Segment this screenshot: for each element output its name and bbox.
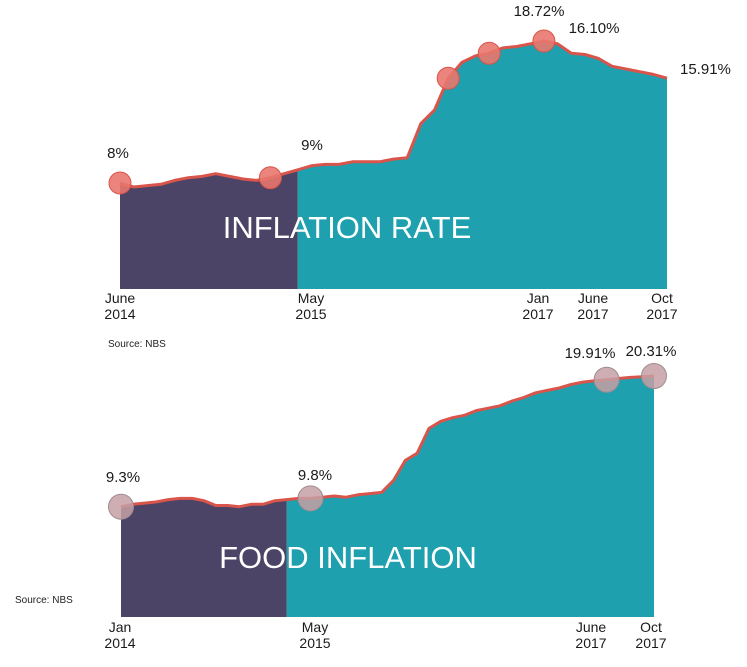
data-point-marker [593, 366, 620, 393]
data-label: 9.3% [106, 469, 140, 486]
area-segment-before-highlight [121, 498, 287, 617]
chart-title: INFLATION RATE [223, 210, 472, 245]
x-tick-label: 2014 [104, 635, 135, 651]
x-tick-label: 2017 [522, 306, 553, 322]
data-label: 15.91% [680, 61, 731, 78]
x-tick-label: 2015 [299, 635, 330, 651]
chart-title: FOOD INFLATION [219, 540, 477, 575]
data-label: 18.72% [514, 3, 565, 20]
data-label: 8% [107, 145, 129, 162]
x-tick-label: 2015 [295, 306, 326, 322]
source-note: Source: NBS [15, 595, 73, 606]
x-tick-label: June [105, 290, 136, 306]
series-line [119, 39, 668, 189]
x-tick-label: 2017 [635, 635, 666, 651]
area-segment-before-highlight [120, 169, 298, 289]
data-label: 9.8% [298, 467, 332, 484]
x-tick-label: Jan [527, 290, 550, 306]
x-tick-label: June [578, 290, 609, 306]
data-point-marker [258, 166, 282, 190]
x-tick-label: Oct [651, 290, 673, 306]
data-label: 16.10% [569, 20, 620, 37]
data-point-marker [436, 66, 460, 90]
x-tick-label: May [298, 290, 324, 306]
x-tick-label: 2017 [577, 306, 608, 322]
series-line [120, 374, 655, 509]
source-note: Source: NBS [108, 339, 166, 350]
area-segment-after-highlight [297, 41, 667, 289]
data-label: 20.31% [626, 343, 677, 360]
data-point-marker [108, 171, 132, 195]
x-tick-label: Oct [640, 619, 662, 635]
data-point-marker [477, 41, 501, 65]
x-tick-label: May [302, 619, 328, 635]
data-point-marker [297, 485, 324, 512]
area-segment-after-highlight [286, 376, 654, 617]
x-tick-label: 2017 [575, 635, 606, 651]
x-tick-label: June [576, 619, 607, 635]
x-tick-label: Jan [109, 619, 132, 635]
data-point-marker [108, 493, 134, 520]
x-tick-label: 2017 [646, 306, 677, 322]
data-label: 19.91% [565, 345, 616, 362]
x-tick-label: 2014 [104, 306, 135, 322]
data-point-marker [641, 363, 667, 389]
data-label: 9% [301, 137, 323, 154]
data-point-marker [532, 29, 556, 53]
